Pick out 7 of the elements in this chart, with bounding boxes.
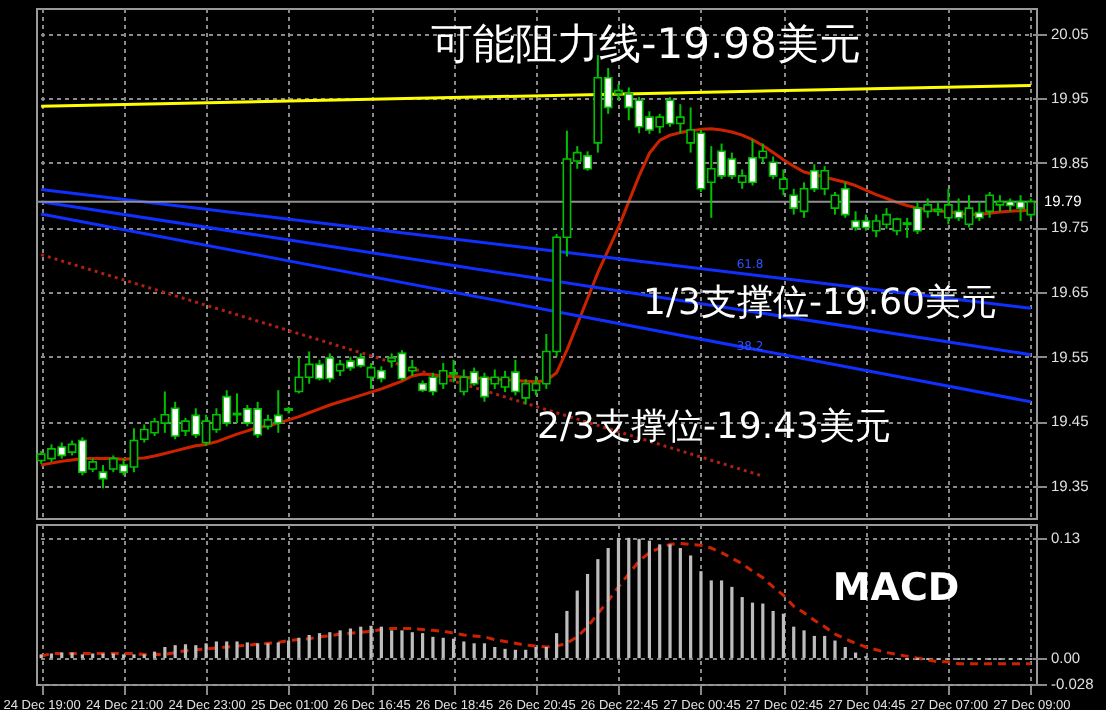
candlestick xyxy=(98,464,108,490)
annotation: MACD xyxy=(832,566,960,610)
annotation: 可能阻力线-19.98美元 xyxy=(431,20,861,68)
line-series xyxy=(39,541,1033,666)
annotation: 2/3支撑位-19.43美元 xyxy=(537,406,891,448)
candlestick xyxy=(779,168,788,197)
candlestick xyxy=(768,155,778,181)
